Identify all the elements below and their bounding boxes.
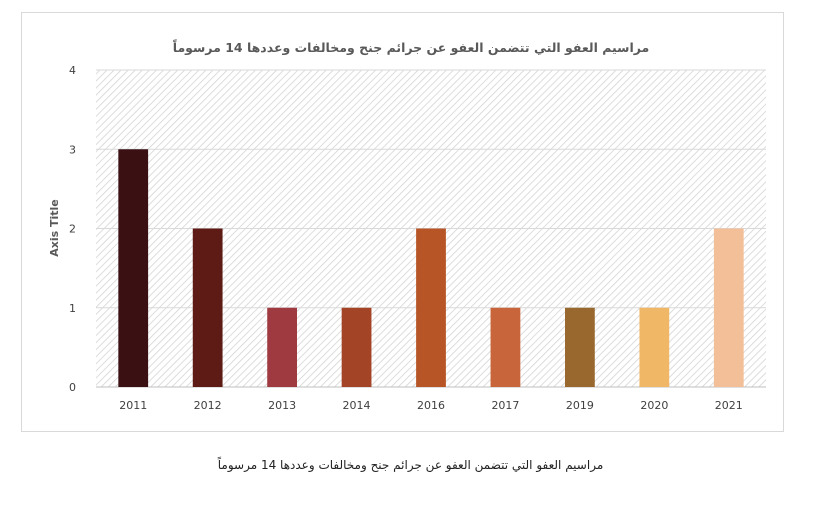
y-tick-label: 4: [69, 64, 76, 77]
bar-2016: [416, 228, 446, 387]
y-tick-label: 3: [69, 143, 76, 156]
bar-2021: [713, 228, 744, 387]
y-axis-ticks: 0 1 2 3 4: [69, 64, 76, 394]
x-tick-label: 2021: [715, 399, 743, 412]
x-tick-label: 2016: [417, 399, 445, 412]
y-tick-label: 2: [69, 223, 76, 236]
figure-caption: مراسيم العفو التي تتضمن العفو عن جرائم ج…: [217, 458, 604, 472]
x-tick-label: 2013: [268, 399, 296, 412]
bar-2014: [341, 307, 372, 387]
x-tick-label: 2011: [119, 399, 147, 412]
x-tick-label: 2019: [566, 399, 594, 412]
x-tick-label: 2012: [194, 399, 222, 412]
bar-2011: [118, 149, 149, 387]
bars: [118, 149, 744, 387]
bar-2019: [565, 307, 595, 387]
y-tick-label: 0: [69, 381, 76, 394]
y-tick-label: 1: [69, 302, 76, 315]
x-tick-label: 2020: [640, 399, 668, 412]
y-axis-title: Axis Title: [48, 199, 61, 257]
x-axis-ticks: 2011 2012 2013 2014 2016 2017 2019 2020 2021: [119, 399, 743, 412]
chart-title: مراسيم العفو التي تتضمن العفو عن جرائم ج…: [173, 38, 650, 55]
bar-2012: [192, 228, 223, 387]
bar-2017: [490, 307, 521, 387]
bar-2013: [267, 307, 297, 387]
bar-2020: [639, 307, 670, 387]
x-tick-label: 2014: [343, 399, 371, 412]
x-tick-label: 2017: [491, 399, 519, 412]
